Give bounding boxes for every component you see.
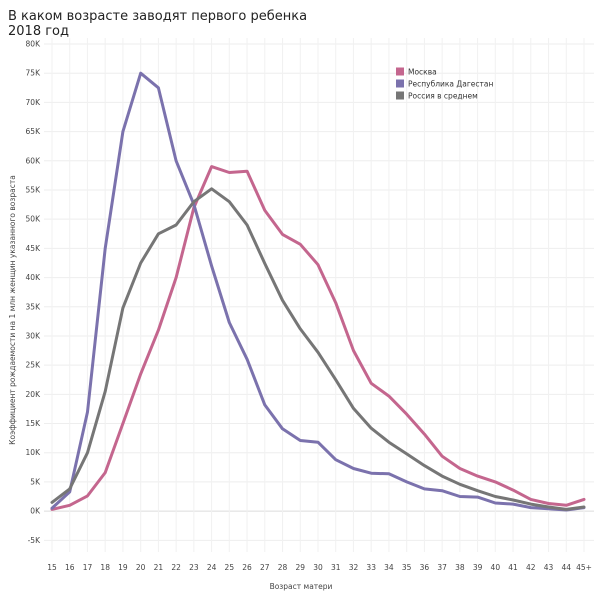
y-tick-label: 15K — [26, 419, 42, 428]
x-tick-label: 24 — [207, 563, 217, 572]
y-tick-label: 0K — [30, 507, 41, 516]
y-tick-label: 40K — [26, 273, 42, 282]
x-tick-label: 31 — [331, 563, 341, 572]
x-tick-label: 27 — [260, 563, 270, 572]
y-tick-label: 25K — [26, 361, 42, 370]
y-axis-ticks: -5K 0K 5K 10K 15K 20K 25K 30K 35K 40K 45K 50K 55K 60K… — [26, 40, 42, 545]
legend-label: Москва — [408, 68, 437, 77]
series-lines — [50, 71, 586, 512]
x-tick-label: 16 — [65, 563, 75, 572]
chart-title: В каком возрасте заводят первого ребенка — [8, 9, 308, 24]
x-tick-label: 33 — [366, 563, 376, 572]
legend-swatch — [396, 67, 404, 76]
series-line — [50, 187, 586, 511]
y-tick-label: 35K — [26, 302, 42, 311]
chart-subtitle: 2018 год — [8, 24, 69, 39]
x-tick-label: 29 — [295, 563, 305, 572]
x-tick-label: 28 — [278, 563, 288, 572]
y-tick-label: 80K — [26, 40, 42, 49]
legend-label: Республика Дагестан — [408, 80, 494, 89]
x-tick-label: 43 — [544, 563, 554, 572]
x-axis-title: Возраст матери — [270, 582, 333, 591]
legend-label: Россия в среднем — [408, 92, 478, 101]
series-line — [50, 165, 586, 511]
y-tick-label: 5K — [30, 477, 41, 486]
x-tick-label: 22 — [171, 563, 181, 572]
x-tick-label: 25 — [225, 563, 235, 572]
x-tick-label: 40 — [491, 563, 501, 572]
x-tick-label: 23 — [189, 563, 199, 572]
x-tick-label: 32 — [349, 563, 359, 572]
legend-swatch — [396, 79, 404, 88]
y-tick-label: 70K — [26, 98, 42, 107]
y-tick-label: 75K — [26, 69, 42, 78]
y-tick-label: 65K — [26, 127, 42, 136]
x-tick-label: 17 — [83, 563, 93, 572]
x-tick-label: 34 — [384, 563, 394, 572]
x-tick-label: 21 — [154, 563, 164, 572]
series-line — [50, 71, 586, 512]
y-tick-label: 20K — [26, 390, 42, 399]
legend-swatch — [396, 91, 404, 100]
x-axis-ticks: 15 16 17 18 19 20 21 22 23 24 25 26 27 28 29 30 31 32 33 34… — [47, 563, 592, 572]
x-tick-label: 19 — [118, 563, 128, 572]
x-tick-label: 39 — [473, 563, 483, 572]
x-tick-label: 38 — [455, 563, 465, 572]
x-tick-label: 44 — [561, 563, 571, 572]
x-tick-label: 30 — [313, 563, 323, 572]
x-tick-label: 26 — [242, 563, 252, 572]
x-tick-label: 41 — [508, 563, 518, 572]
y-tick-label: 60K — [26, 156, 42, 165]
y-tick-label: 30K — [26, 331, 42, 340]
y-tick-label: 50K — [26, 215, 42, 224]
x-tick-label: 35 — [402, 563, 412, 572]
y-tick-label: 10K — [26, 448, 42, 457]
y-axis-title: Коэффициент рождаемости на 1 млн женщин … — [8, 175, 17, 445]
y-tick-label: 55K — [26, 185, 42, 194]
y-tick-label: -5K — [28, 536, 41, 545]
x-tick-label: 42 — [526, 563, 536, 572]
y-tick-label: 45K — [26, 244, 42, 253]
chart-title-block: В каком возрасте заводят первого ребенка… — [8, 9, 307, 39]
x-tick-label: 20 — [136, 563, 146, 572]
x-tick-label: 45+ — [576, 563, 592, 572]
x-tick-label: 37 — [437, 563, 447, 572]
x-tick-label: 18 — [100, 563, 110, 572]
legend: Москва Республика Дагестан Россия в средне… — [396, 67, 494, 101]
x-tick-label: 36 — [420, 563, 430, 572]
x-tick-label: 15 — [47, 563, 57, 572]
